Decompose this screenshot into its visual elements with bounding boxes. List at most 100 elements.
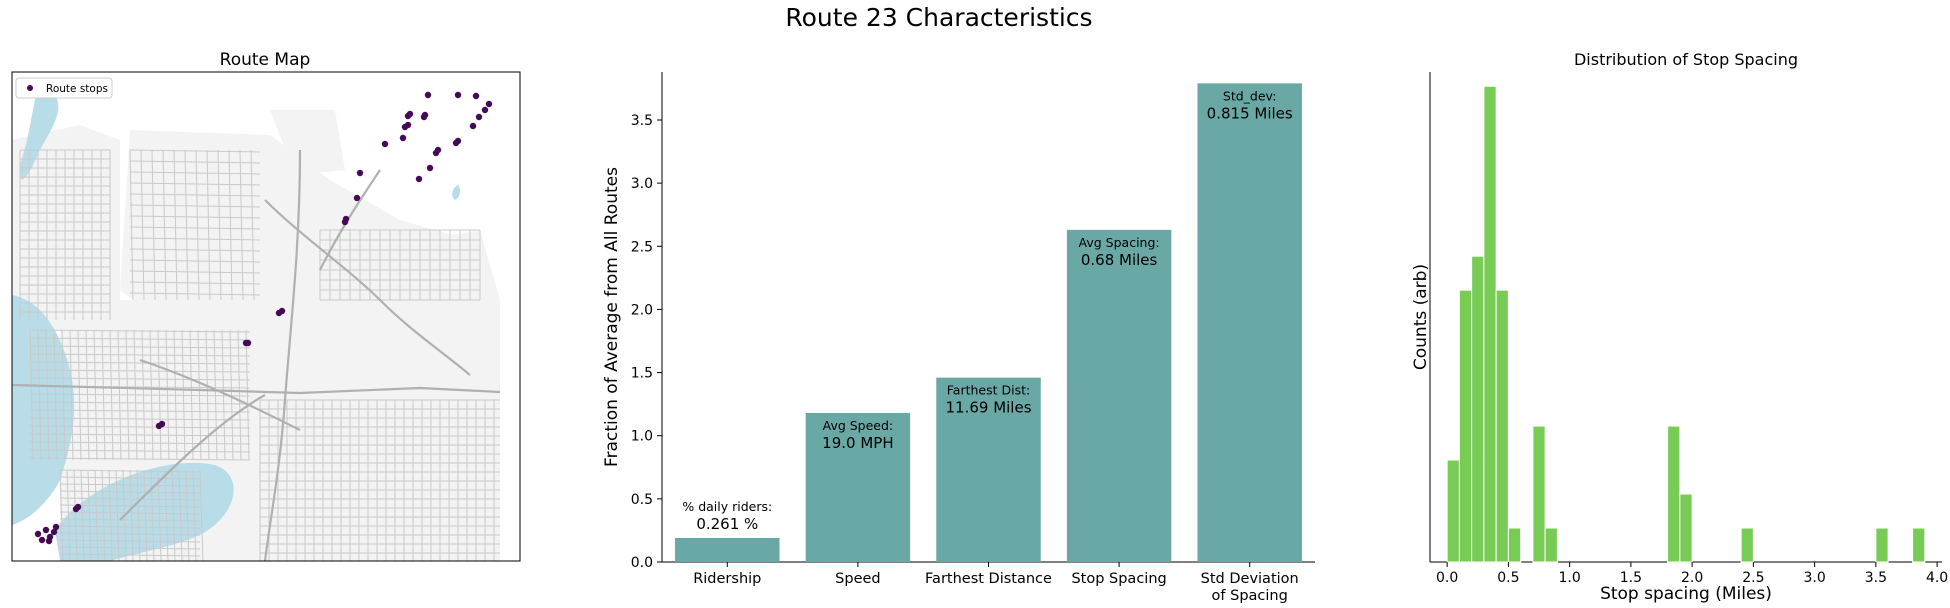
histogram-bar xyxy=(1912,527,1926,563)
road-segment xyxy=(59,469,64,561)
route-stop-marker xyxy=(38,536,46,544)
route-stop-marker xyxy=(424,91,432,99)
route-stop-marker xyxy=(420,113,428,121)
road-segment xyxy=(59,525,201,529)
hist-y-axis-label: Counts (arb) xyxy=(1411,264,1431,370)
road-segment xyxy=(173,149,178,301)
road-segment xyxy=(184,149,189,301)
road-segment xyxy=(205,329,210,461)
road-segment xyxy=(178,469,183,561)
road-segment xyxy=(45,329,50,461)
bar-category-label: Speed xyxy=(835,571,880,587)
route-stop-marker xyxy=(481,106,489,114)
road-segment xyxy=(197,329,202,461)
route-stop-marker xyxy=(475,113,483,121)
bar-category-label: of Spacing xyxy=(1212,588,1288,604)
hist-x-tick-label: 3.5 xyxy=(1865,570,1887,586)
bar-y-axis-label: Fraction of Average from All Routes xyxy=(602,167,622,467)
road-segment xyxy=(29,401,251,405)
bar-annotation-label: Avg Speed: xyxy=(823,418,894,433)
road-segment xyxy=(59,483,201,487)
road-segment xyxy=(185,469,190,561)
bar-series: % daily riders:0.261 % Avg Speed:19.0 MPH… xyxy=(675,83,1302,563)
bar xyxy=(675,538,780,562)
road-segment xyxy=(221,329,226,461)
histogram-bar xyxy=(1532,425,1546,563)
road-segment xyxy=(29,337,251,341)
road-segment xyxy=(80,469,85,561)
map-legend: Route stops xyxy=(15,77,113,99)
route-stop-marker xyxy=(50,528,58,536)
road-segment xyxy=(94,469,99,561)
hist-x-tick-label: 4.0 xyxy=(1926,570,1948,586)
bar-annotation-label: Avg Spacing: xyxy=(1079,235,1160,250)
road-segment xyxy=(217,149,222,301)
hist-x-tick-label: 1.5 xyxy=(1620,570,1642,586)
bar-category-label: Farthest Distance xyxy=(925,571,1052,587)
route-stops[interactable] xyxy=(34,91,493,545)
road-segment xyxy=(59,518,201,522)
road-segment xyxy=(129,259,261,263)
road-segment xyxy=(29,377,251,381)
major-roads xyxy=(12,149,501,561)
road-segment xyxy=(129,171,261,175)
route-stop-marker xyxy=(454,91,462,99)
road-segment xyxy=(162,149,167,301)
bar-annotation-value: 0.261 % xyxy=(696,515,758,533)
bar-y-tick-label: 0.5 xyxy=(631,492,653,508)
road-segment xyxy=(239,149,244,301)
road-segment xyxy=(129,204,261,208)
route-stop-marker xyxy=(472,92,480,100)
bar-y-tick-label: 2.5 xyxy=(631,239,653,255)
hist-x-tick-label: 1.0 xyxy=(1559,570,1581,586)
road-segment xyxy=(59,490,201,494)
road-segment xyxy=(151,149,156,301)
road-segment xyxy=(195,149,200,301)
road-segment xyxy=(206,149,211,301)
road-segment xyxy=(129,270,261,274)
route-stop-marker xyxy=(34,530,42,538)
road-segment xyxy=(29,441,251,445)
road-segment xyxy=(59,539,201,543)
road-segment xyxy=(29,361,251,365)
bar-annotation-label: Farthest Dist: xyxy=(947,383,1030,398)
bar xyxy=(936,377,1041,562)
bar-y-ticks: 0.0 0.5 1.0 1.5 2.0 2.5 3.0 3.5 xyxy=(631,113,662,571)
road-segment xyxy=(77,329,82,461)
road-segment xyxy=(29,329,251,333)
map-title: Route Map xyxy=(220,50,311,70)
road-segment xyxy=(59,504,201,508)
route-stop-marker xyxy=(381,140,389,148)
hist-x-axis-label: Stop spacing (Miles) xyxy=(1600,584,1772,604)
road-segment xyxy=(140,149,145,301)
legend-label-route-stops: Route stops xyxy=(46,83,108,95)
hist-x-ticks: 0.0 0.5 1.0 1.5 2.0 2.5 3.0 3.5 4.0 xyxy=(1436,562,1948,586)
route-stop-marker xyxy=(42,526,50,534)
bar xyxy=(1197,83,1302,563)
bar-y-tick-label: 3.5 xyxy=(631,113,653,129)
road-segment xyxy=(59,476,201,480)
road-segment xyxy=(129,281,261,285)
bar-category-label: Std Deviation xyxy=(1201,571,1299,587)
route-stop-marker xyxy=(72,505,80,513)
route-stop-marker xyxy=(485,100,493,108)
road-segment xyxy=(59,511,201,515)
bar-y-tick-label: 1.0 xyxy=(631,429,653,445)
hist-x-tick-label: 2.0 xyxy=(1681,570,1703,586)
road-segment xyxy=(101,469,106,561)
road-segment xyxy=(229,329,234,461)
road-segment xyxy=(29,353,251,357)
road-segment xyxy=(29,345,251,349)
bar xyxy=(805,412,911,562)
road-segment xyxy=(29,417,251,421)
road-segment xyxy=(59,546,201,550)
route-stop-marker xyxy=(155,422,163,430)
road-segment xyxy=(228,149,233,301)
route-stop-marker xyxy=(244,339,252,347)
map-canvas[interactable]: Route stops xyxy=(12,72,520,563)
histogram-bar xyxy=(1679,493,1693,563)
route-stop-marker xyxy=(426,164,434,172)
road-segment xyxy=(59,469,201,473)
figure-title: Route 23 Characteristics xyxy=(785,3,1092,32)
route-stop-marker xyxy=(52,523,60,531)
